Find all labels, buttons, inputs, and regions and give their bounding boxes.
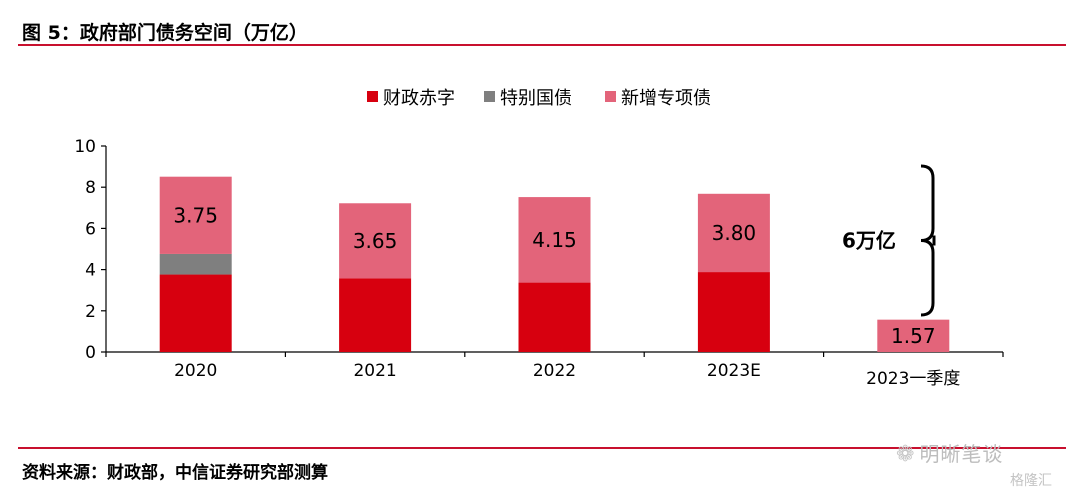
chart-legend: 财政赤字 特别国债 新增专项债 — [367, 88, 711, 109]
watermark-text: 明晰笔谈 — [919, 442, 1004, 466]
brace-annotation: 6万亿 — [842, 164, 936, 317]
data-label: 3.80 — [712, 221, 757, 245]
stacked-bar-chart: 财政赤字 特别国债 新增专项债 0 2 4 6 8 10 2020 2021 2022 2023E 20… — [74, 88, 1004, 389]
brace-shape — [920, 164, 935, 317]
top-rule — [18, 44, 1066, 46]
x-tick-label: 2023E — [707, 361, 761, 381]
y-tick-label: 2 — [85, 302, 96, 322]
y-tick-label: 10 — [74, 137, 96, 157]
bar-segment — [697, 193, 770, 273]
bar-segment — [877, 319, 950, 352]
source-note: 资料来源：财政部，中信证券研究部测算 — [22, 463, 328, 483]
bar-segment — [518, 197, 591, 283]
legend-label: 新增专项债 — [621, 88, 711, 109]
watermark-sub: 格隆汇 — [1010, 473, 1052, 489]
figure-title: 图 5：政府部门债务空间（万亿） — [22, 22, 308, 44]
x-tick-label: 2020 — [174, 361, 217, 381]
wechat-icon: ❁ — [896, 442, 916, 467]
bar-segment — [159, 176, 232, 254]
y-tick-label: 8 — [85, 178, 96, 198]
watermark: ❁ 明晰笔谈 — [896, 438, 1003, 467]
data-label: 3.65 — [353, 229, 398, 253]
chart-data-labels: 3.75 3.65 4.15 3.80 1.57 — [173, 203, 935, 348]
bar-segment — [697, 272, 770, 352]
data-label: 1.57 — [891, 324, 936, 348]
bar-segment — [159, 253, 232, 275]
bar-segment — [339, 278, 412, 352]
legend-swatch — [484, 91, 495, 102]
legend-swatch — [605, 91, 616, 102]
brace-label: 6万亿 — [842, 229, 896, 253]
x-tick-label: 2022 — [533, 361, 576, 381]
x-tick-label: 2023一季度 — [866, 369, 960, 389]
chart-axes: 0 2 4 6 8 10 2020 2021 2022 2023E 2023一季度 — [74, 137, 1004, 389]
legend-label: 特别国债 — [500, 88, 572, 109]
data-label: 3.75 — [173, 203, 218, 227]
chart-bars — [159, 176, 950, 352]
bar-segment — [339, 203, 412, 279]
x-tick-label: 2021 — [353, 361, 396, 381]
y-tick-label: 4 — [85, 261, 96, 281]
legend-swatch — [367, 91, 378, 102]
data-label: 4.15 — [532, 228, 577, 252]
bar-segment — [518, 282, 591, 352]
y-tick-label: 6 — [85, 219, 96, 239]
bar-segment — [159, 274, 232, 352]
bottom-rule — [18, 447, 1066, 449]
legend-label: 财政赤字 — [383, 88, 455, 109]
y-tick-label: 0 — [85, 343, 96, 363]
